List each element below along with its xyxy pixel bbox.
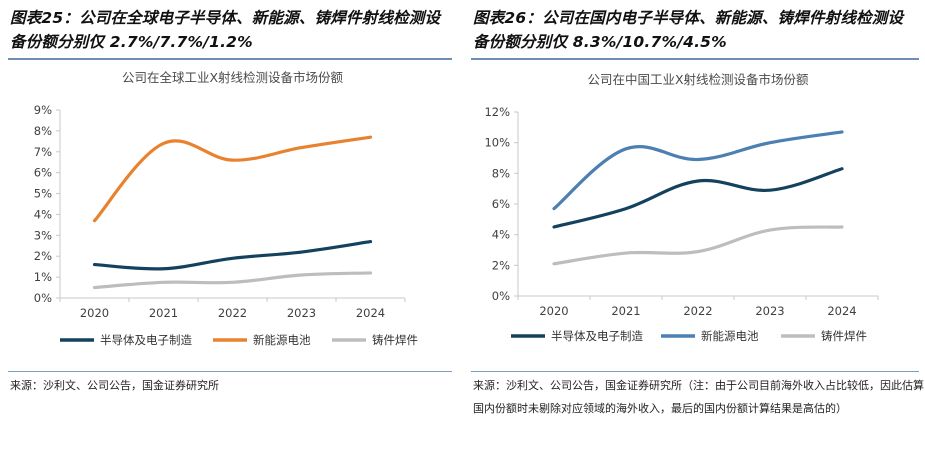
x-tick-label: 2024 <box>356 306 385 320</box>
x-tick-label: 2023 <box>287 306 316 320</box>
china-share-line-chart: 公司在中国工业X射线检测设备市场份额 0% 2% 4% 6% 8% 10% 12% 2020 20… <box>484 72 879 343</box>
series-line-3 <box>552 225 844 266</box>
y-tick-label: 10% <box>484 136 510 150</box>
source-divider <box>8 371 452 372</box>
y-tick-label: 1% <box>34 270 52 284</box>
source-note: 来源：沙利文、公司公告，国金证券研究所（注：由于公司目前海外收入占比较低，因此估… <box>473 379 924 415</box>
title-divider <box>8 58 452 60</box>
legend-label: 新能源电池 <box>253 333 311 347</box>
x-tick-label: 2021 <box>149 306 178 320</box>
series-line-2 <box>552 130 844 211</box>
y-tick-label: 12% <box>484 105 510 119</box>
y-tick-label: 7% <box>34 145 52 159</box>
y-tick-label: 0% <box>492 289 510 303</box>
chart-title: 公司在中国工业X射线检测设备市场份额 <box>587 72 809 87</box>
x-tick-label: 2023 <box>755 304 784 318</box>
y-tick-label: 5% <box>34 187 52 201</box>
x-tick-label: 2020 <box>539 304 568 318</box>
x-tick-label: 2022 <box>218 306 247 320</box>
y-tick-label: 3% <box>34 228 52 242</box>
figure-title: 图表26：公司在国内电子半导体、新能源、铸焊件射线检测设备份额分别仅 8.3%/… <box>473 9 904 51</box>
x-tick-label: 2021 <box>611 304 640 318</box>
legend-label: 半导体及电子制造 <box>100 333 192 347</box>
y-tick-label: 4% <box>492 228 510 242</box>
x-tick-label: 2022 <box>683 304 712 318</box>
x-tick-label: 2020 <box>80 306 109 320</box>
left-figure-panel: 图表25：公司在全球电子半导体、新能源、铸焊件射线检测设备份额分别仅 2.7%/… <box>0 0 458 451</box>
legend-label: 新能源电池 <box>701 329 759 343</box>
series-line-3 <box>92 271 373 290</box>
y-tick-label: 4% <box>34 207 52 221</box>
source-note: 来源：沙利文、公司公告，国金证券研究所 <box>10 379 219 392</box>
y-tick-label: 8% <box>492 166 510 180</box>
y-tick-label: 6% <box>34 166 52 180</box>
y-tick-label: 9% <box>34 103 52 117</box>
source-divider <box>471 371 919 372</box>
legend-label: 铸件焊件 <box>372 333 418 347</box>
y-tick-label: 6% <box>492 197 510 211</box>
series-line-1 <box>552 167 844 229</box>
figure-title: 图表25：公司在全球电子半导体、新能源、铸焊件射线检测设备份额分别仅 2.7%/… <box>10 9 441 51</box>
right-figure-panel: 图表26：公司在国内电子半导体、新能源、铸焊件射线检测设备份额分别仅 8.3%/… <box>463 0 925 451</box>
y-tick-label: 0% <box>34 291 52 305</box>
x-tick-label: 2024 <box>827 304 856 318</box>
y-tick-label: 2% <box>492 258 510 272</box>
title-divider <box>471 58 919 60</box>
legend-label: 铸件焊件 <box>821 329 867 343</box>
y-tick-label: 2% <box>34 249 52 263</box>
y-tick-label: 8% <box>34 124 52 138</box>
legend-label: 半导体及电子制造 <box>551 329 643 343</box>
chart-title: 公司在全球工业X射线检测设备市场份额 <box>122 70 344 85</box>
global-share-line-chart: 公司在全球工业X射线检测设备市场份额 0% 1% 2% 3% 4% 5% 6% 7% 8% 9% 20… <box>34 70 418 347</box>
series-line-2 <box>92 135 373 223</box>
series-line-1 <box>92 240 373 271</box>
